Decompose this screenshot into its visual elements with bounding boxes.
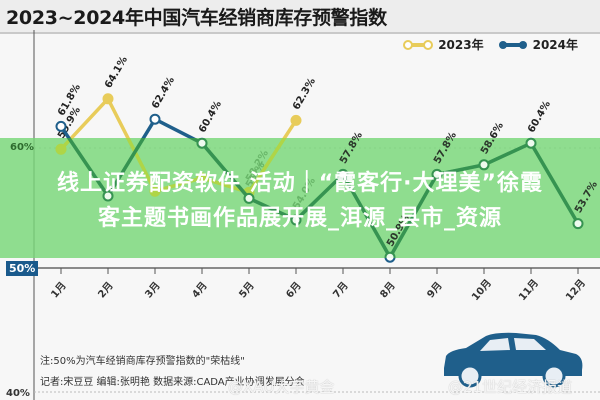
data-point — [292, 116, 301, 125]
data-point — [525, 138, 537, 149]
data-label: 57.8% — [338, 130, 365, 166]
legend-item-2024: 2024年 — [498, 36, 578, 53]
watermark-2: @21世纪经济报道 — [448, 378, 573, 396]
data-point — [478, 159, 490, 171]
legend-label-2024: 2024年 — [532, 38, 578, 52]
data-point — [337, 168, 349, 180]
data-point — [55, 143, 67, 155]
footnote: 注:50%为汽车经销商库存预警指数的"荣枯线" — [40, 356, 245, 367]
data-point — [384, 251, 396, 258]
data-point — [149, 185, 161, 197]
chart-title: 2023~2024年中国汽车经销商库存预警指数 — [6, 7, 387, 29]
data-point — [196, 138, 208, 149]
data-point — [196, 172, 208, 184]
watermark-1: @XAU大宇黄金 — [228, 378, 335, 396]
data-point — [290, 214, 302, 226]
x-axis-ticks — [60, 268, 579, 274]
data-point — [243, 192, 255, 204]
title-bar: 2023~2024年中国汽车经销商库存预警指数 — [0, 0, 600, 34]
legend: 2023年 2024年 — [389, 36, 578, 53]
data-label: 57.8% — [432, 130, 459, 166]
series-line — [59, 138, 287, 195]
data-point — [151, 115, 160, 124]
y-tick-60: 60% — [10, 142, 34, 153]
car-icon — [444, 332, 583, 388]
data-label: 60.4% — [526, 99, 553, 135]
data-point — [104, 94, 113, 103]
y-tick-40: 40% — [6, 388, 30, 399]
legend-label-2023: 2023年 — [438, 38, 484, 52]
legend-swatch-2024-icon — [498, 40, 527, 49]
credits: 记者:宋豆豆 编辑:张明艳 数据来源:CADA产业协调发展分会 — [40, 377, 305, 388]
data-point — [102, 93, 114, 105]
data-point — [572, 218, 584, 230]
data-point — [55, 120, 67, 132]
data-point — [149, 113, 161, 125]
overlay-text-line1: 线上证券配资软件 活动｜“霞客行·大理美”徐霞 — [57, 171, 543, 196]
y-tick-50: 50% — [6, 261, 39, 276]
legend-item-2023: 2023年 — [403, 36, 484, 53]
data-point — [57, 122, 66, 131]
legend-swatch-2023-icon — [403, 39, 434, 50]
overlay-text-line2: 客主题书画作品展开展_洱源_县市_资源 — [97, 206, 502, 231]
data-label: 58.6% — [479, 121, 506, 157]
data-point — [102, 190, 114, 202]
data-point — [431, 168, 443, 180]
data-point — [290, 114, 302, 126]
series-line — [66, 138, 580, 258]
